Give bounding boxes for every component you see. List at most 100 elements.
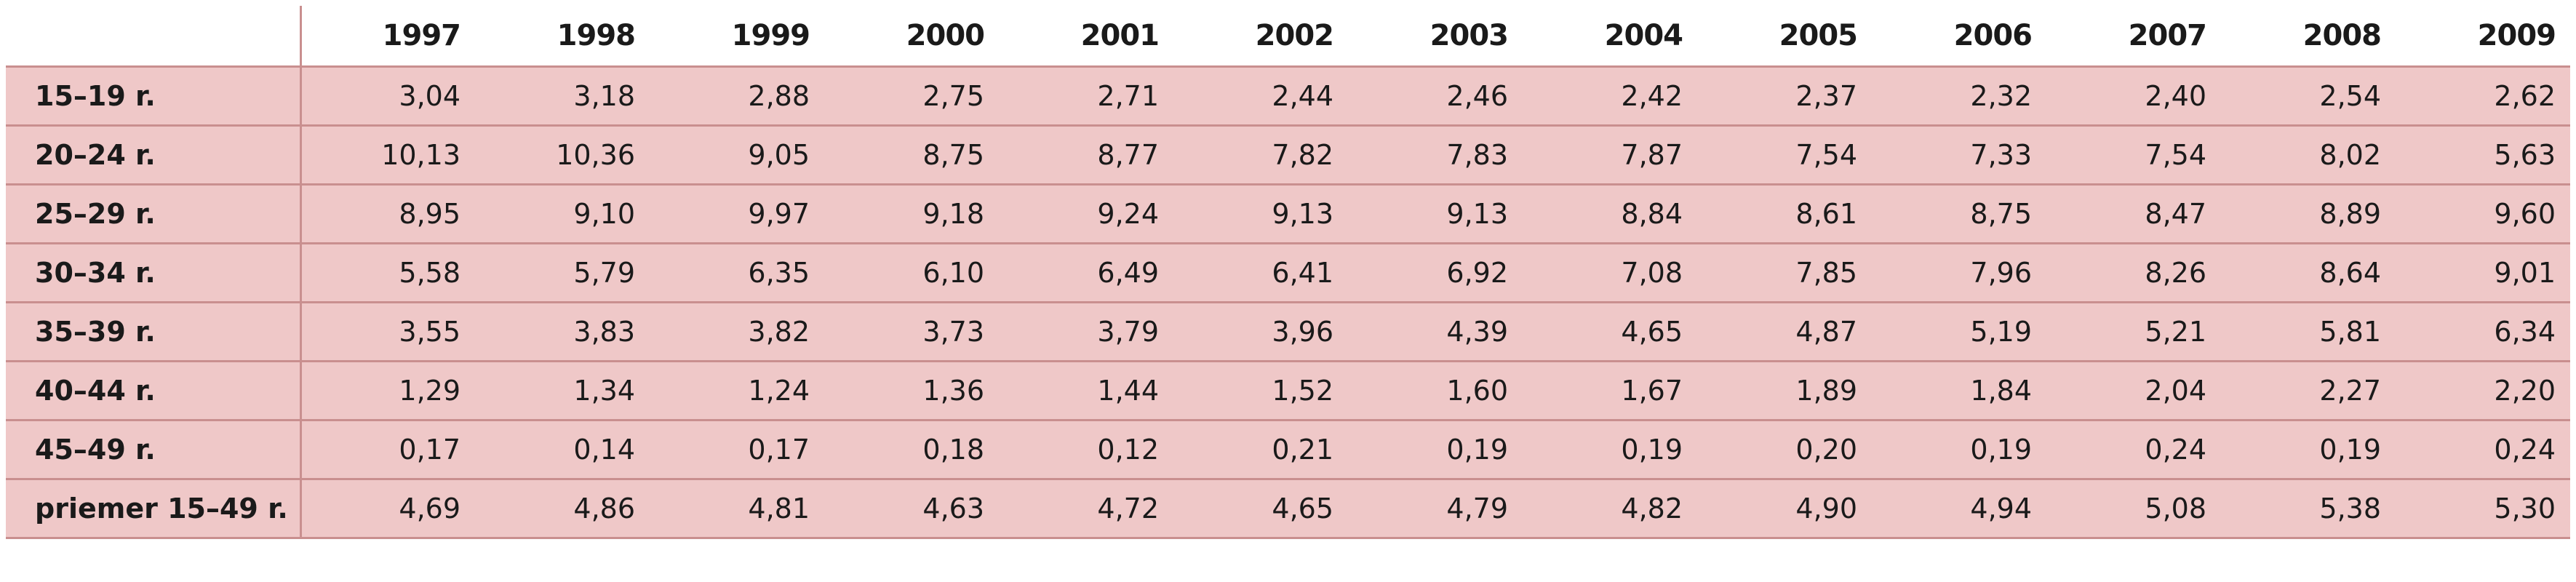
table-cell: 8,47 bbox=[2046, 184, 2221, 244]
table-cell: 0,21 bbox=[1173, 420, 1348, 480]
table-cell: 4,86 bbox=[475, 479, 650, 539]
table-cell: 0,19 bbox=[1872, 420, 2046, 480]
table-cell: 9,60 bbox=[2396, 184, 2570, 244]
table-cell: 7,08 bbox=[1523, 243, 1697, 303]
table-row: 20–24 r. 10,13 10,36 9,05 8,75 8,77 7,82 7,83 7,… bbox=[6, 125, 2570, 186]
table-cell: 1,24 bbox=[650, 361, 824, 421]
table-cell: 6,34 bbox=[2396, 302, 2570, 362]
row-label: 30–34 r. bbox=[6, 243, 302, 303]
table-cell: 2,75 bbox=[824, 66, 999, 127]
table-row: 35–39 r. 3,55 3,83 3,82 3,73 3,79 3,96 4,39 4,65… bbox=[6, 302, 2570, 362]
table-cell: 4,81 bbox=[650, 479, 824, 539]
table-cell: 2,32 bbox=[1872, 66, 2046, 127]
table-cell: 2,71 bbox=[999, 66, 1173, 127]
table-cell: 9,18 bbox=[824, 184, 999, 244]
table-cell: 5,30 bbox=[2396, 479, 2570, 539]
table-body: 15–19 r. 3,04 3,18 2,88 2,75 2,71 2,44 2,46 2,42… bbox=[6, 66, 2570, 539]
column-header: 1997 bbox=[300, 6, 475, 68]
table-row: 30–34 r. 5,58 5,79 6,35 6,10 6,49 6,41 6,92 7,08… bbox=[6, 243, 2570, 303]
table-cell: 2,62 bbox=[2396, 66, 2570, 127]
column-header: 2005 bbox=[1697, 6, 1872, 68]
corner-cell bbox=[6, 6, 302, 68]
table-cell: 7,82 bbox=[1173, 125, 1348, 186]
column-header: 2006 bbox=[1872, 6, 2046, 68]
table-cell: 1,44 bbox=[999, 361, 1173, 421]
table-cell: 9,97 bbox=[650, 184, 824, 244]
column-header: 2002 bbox=[1173, 6, 1348, 68]
row-label: 40–44 r. bbox=[6, 361, 302, 421]
table-cell: 1,36 bbox=[824, 361, 999, 421]
column-header: 2003 bbox=[1348, 6, 1523, 68]
table-cell: 8,61 bbox=[1697, 184, 1872, 244]
table-cell: 4,39 bbox=[1348, 302, 1523, 362]
table-cell: 2,40 bbox=[2046, 66, 2221, 127]
table-cell: 4,94 bbox=[1872, 479, 2046, 539]
table-cell: 8,89 bbox=[2221, 184, 2396, 244]
table-cell: 0,17 bbox=[650, 420, 824, 480]
table-cell: 5,79 bbox=[475, 243, 650, 303]
table-cell: 6,35 bbox=[650, 243, 824, 303]
column-header: 2001 bbox=[999, 6, 1173, 68]
table-cell: 9,24 bbox=[999, 184, 1173, 244]
table-cell: 6,49 bbox=[999, 243, 1173, 303]
table-cell: 4,65 bbox=[1523, 302, 1697, 362]
table-cell: 7,33 bbox=[1872, 125, 2046, 186]
table-cell: 0,19 bbox=[1523, 420, 1697, 480]
row-label: priemer 15–49 r. bbox=[6, 479, 302, 539]
table-cell: 3,96 bbox=[1173, 302, 1348, 362]
table-cell: 0,12 bbox=[999, 420, 1173, 480]
table-cell: 9,01 bbox=[2396, 243, 2570, 303]
table-cell: 1,84 bbox=[1872, 361, 2046, 421]
table-cell: 5,81 bbox=[2221, 302, 2396, 362]
table-cell: 8,75 bbox=[1872, 184, 2046, 244]
table-cell: 1,67 bbox=[1523, 361, 1697, 421]
table-cell: 8,84 bbox=[1523, 184, 1697, 244]
table-cell: 4,72 bbox=[999, 479, 1173, 539]
table-cell: 8,26 bbox=[2046, 243, 2221, 303]
table-cell: 0,24 bbox=[2396, 420, 2570, 480]
table-cell: 2,04 bbox=[2046, 361, 2221, 421]
table-cell: 2,42 bbox=[1523, 66, 1697, 127]
table-cell: 2,37 bbox=[1697, 66, 1872, 127]
table-cell: 10,13 bbox=[300, 125, 475, 186]
row-label: 25–29 r. bbox=[6, 184, 302, 244]
table-cell: 2,27 bbox=[2221, 361, 2396, 421]
column-header: 2007 bbox=[2046, 6, 2221, 68]
table-cell: 9,13 bbox=[1173, 184, 1348, 244]
column-header: 2000 bbox=[824, 6, 999, 68]
table-cell: 5,08 bbox=[2046, 479, 2221, 539]
table-cell: 9,05 bbox=[650, 125, 824, 186]
table-cell: 8,77 bbox=[999, 125, 1173, 186]
table-cell: 8,02 bbox=[2221, 125, 2396, 186]
table-row: 40–44 r. 1,29 1,34 1,24 1,36 1,44 1,52 1,60 1,67… bbox=[6, 361, 2570, 421]
table-cell: 0,17 bbox=[300, 420, 475, 480]
table-row: 25–29 r. 8,95 9,10 9,97 9,18 9,24 9,13 9,13 8,84… bbox=[6, 184, 2570, 244]
table-cell: 1,89 bbox=[1697, 361, 1872, 421]
table-cell: 2,46 bbox=[1348, 66, 1523, 127]
table-cell: 0,14 bbox=[475, 420, 650, 480]
table-cell: 4,87 bbox=[1697, 302, 1872, 362]
table-cell: 5,38 bbox=[2221, 479, 2396, 539]
column-header: 1998 bbox=[475, 6, 650, 68]
table-cell: 6,92 bbox=[1348, 243, 1523, 303]
table-cell: 4,63 bbox=[824, 479, 999, 539]
table-cell: 4,69 bbox=[300, 479, 475, 539]
row-label: 15–19 r. bbox=[6, 66, 302, 127]
column-header: 1999 bbox=[650, 6, 824, 68]
table-cell: 4,79 bbox=[1348, 479, 1523, 539]
table-cell: 6,41 bbox=[1173, 243, 1348, 303]
table-cell: 5,21 bbox=[2046, 302, 2221, 362]
table-row: 15–19 r. 3,04 3,18 2,88 2,75 2,71 2,44 2,46 2,42… bbox=[6, 66, 2570, 127]
table-cell: 5,63 bbox=[2396, 125, 2570, 186]
table-cell: 3,73 bbox=[824, 302, 999, 362]
table-cell: 7,54 bbox=[1697, 125, 1872, 186]
table-cell: 2,54 bbox=[2221, 66, 2396, 127]
column-header: 2004 bbox=[1523, 6, 1697, 68]
table-cell: 7,96 bbox=[1872, 243, 2046, 303]
table-cell: 0,24 bbox=[2046, 420, 2221, 480]
table-cell: 0,18 bbox=[824, 420, 999, 480]
table-cell: 1,52 bbox=[1173, 361, 1348, 421]
table-cell: 3,55 bbox=[300, 302, 475, 362]
table-cell: 1,34 bbox=[475, 361, 650, 421]
table-cell: 2,88 bbox=[650, 66, 824, 127]
